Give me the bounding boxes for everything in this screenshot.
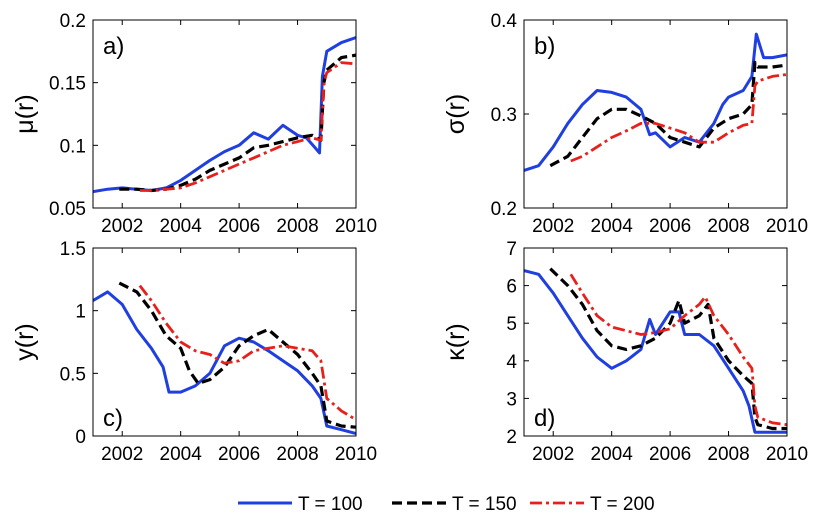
y-tick-label: 0.2 [491,199,517,220]
x-tick-label: 2010 [335,216,377,237]
x-tick-label: 2002 [101,444,143,465]
y-tick-label: 2 [506,427,517,448]
series-line-t200 [138,284,356,421]
x-tick-label: 2008 [707,216,749,237]
y-tick-label: 4 [506,352,517,373]
legend-label: T = 200 [590,494,655,515]
panel-label: c) [103,405,123,432]
x-tick-label: 2006 [218,444,260,465]
y-tick-label: 0.1 [60,136,86,157]
x-tick-label: 2002 [101,216,143,237]
series-line-t100 [524,32,787,172]
x-tick-label: 2004 [591,444,634,465]
panel-b: 2002 2004 2006 2008 2010 0.2 0.3 0.4 σ(r) b) [442,11,808,237]
y-tick-label: 0.4 [491,11,518,32]
y-tick-label: 0 [75,427,86,448]
legend: T = 100 T = 150 T = 200 [238,494,655,515]
x-tick-label: 2004 [160,216,203,237]
y-axis-label: κ(r) [442,323,470,360]
y-axis-label: μ(r) [11,94,39,133]
series-line-t100 [524,269,787,434]
x-tick-label: 2010 [335,444,377,465]
y-axis-label: σ(r) [442,94,470,134]
series-line-t150 [549,60,787,168]
y-tick-label: 0.3 [491,105,517,126]
axes-frame [523,19,788,209]
panel-a: 2002 2004 2006 2008 2010 0.05 0.1 0.15 0.2 μ(r) a) [11,11,377,237]
panel-d: 2002 2004 2006 2008 2010 2 3 4 5 6 7 κ(r) d) [442,239,808,465]
y-tick-label: 0.5 [60,364,86,385]
y-tick-label: 1.5 [60,239,86,260]
y-tick-label: 6 [506,277,517,298]
y-tick-label: 1 [75,302,86,323]
y-axis-label: y(r) [11,323,39,360]
x-tick-label: 2002 [532,444,574,465]
x-tick-label: 2008 [707,444,749,465]
x-tick-label: 2006 [218,216,260,237]
x-tick-label: 2002 [532,216,574,237]
x-tick-label: 2010 [766,216,808,237]
y-tick-label: 5 [506,314,517,335]
x-tick-label: 2010 [766,444,808,465]
y-tick-label: 0.15 [49,74,86,95]
series-line-t200 [570,73,787,163]
x-tick-label: 2008 [276,444,318,465]
x-tick-label: 2006 [649,444,691,465]
y-tick-label: 3 [506,389,517,410]
x-tick-label: 2004 [591,216,634,237]
y-tick-label: 7 [506,239,517,260]
x-tick-label: 2008 [276,216,318,237]
x-tick-label: 2006 [649,216,691,237]
legend-label: T = 100 [298,494,363,515]
series-line-t150 [118,281,356,429]
panel-c: 2002 2004 2006 2008 2010 0 0.5 1 1.5 y(r) c) [11,239,377,465]
x-tick-label: 2004 [160,444,203,465]
y-tick-label: 0.2 [60,11,86,32]
panel-label: b) [534,33,555,60]
series-line-t200 [569,273,787,427]
panel-label: a) [103,33,124,60]
axes-frame [92,247,357,437]
series-line-t100 [93,290,356,435]
series-line-t150 [549,267,787,431]
legend-label: T = 150 [452,494,517,515]
series-line-t100 [93,36,356,194]
axes-frame [92,19,357,209]
axes-frame [523,247,788,437]
panel-label: d) [534,405,555,432]
y-tick-label: 0.05 [49,199,86,220]
